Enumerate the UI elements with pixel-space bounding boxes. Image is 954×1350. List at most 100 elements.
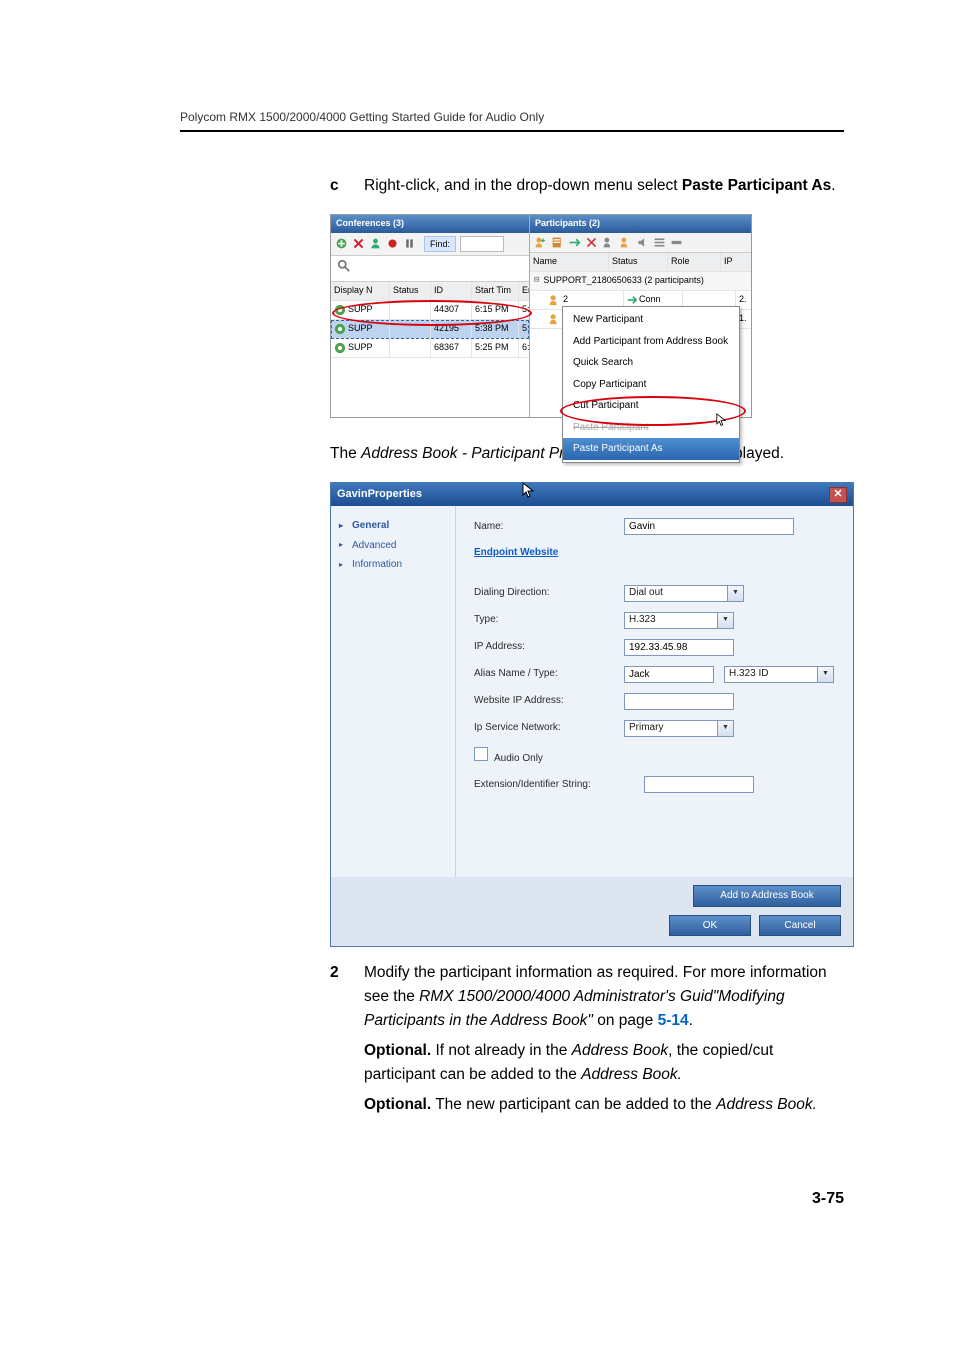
cancel-button[interactable]: Cancel: [759, 915, 841, 937]
menu-item-new-participant[interactable]: New Participant: [563, 309, 739, 331]
ok-button[interactable]: OK: [669, 915, 751, 937]
part-grid-header: Name Status Role IP: [530, 253, 751, 272]
col-status[interactable]: Status: [609, 253, 668, 271]
mute-icon[interactable]: [602, 236, 615, 249]
nav-item-general[interactable]: ▸General: [339, 516, 447, 536]
conference-row[interactable]: SUPP443076:15 PM5:55 PM: [331, 301, 529, 320]
conferences-subtoolbar: [331, 256, 529, 282]
service-network-value: Primary: [625, 720, 717, 736]
opt2-a: The new participant can be added to the: [431, 1096, 716, 1113]
conference-icon: [334, 342, 346, 354]
dialog-form: Name: Endpoint Website Dialing Direction…: [456, 506, 853, 877]
type-select[interactable]: H.323 ▼: [624, 612, 734, 629]
extension-input[interactable]: [644, 776, 754, 793]
chevron-down-icon[interactable]: ▼: [717, 721, 733, 736]
add-to-address-book-button[interactable]: Add to Address Book: [693, 885, 841, 907]
opt1-it: Address Book: [572, 1042, 669, 1059]
step-c-text: Right-click, and in the drop-down menu s…: [364, 174, 836, 198]
s2it: RMX 1500/2000/4000 Administrator's Guid"…: [364, 988, 785, 1029]
magnifier-icon[interactable]: [337, 259, 351, 273]
menu-item-paste-participant-as[interactable]: Paste Participant As: [563, 438, 739, 460]
conf-status: [390, 301, 431, 319]
s2c: .: [689, 1012, 693, 1029]
nav-item-advanced[interactable]: ▸Advanced: [339, 536, 447, 556]
tree-minus-icon[interactable]: ⊟: [534, 274, 539, 288]
volume-icon[interactable]: [636, 236, 649, 249]
conf-name: SUPP: [348, 303, 373, 317]
step-2-marker: 2: [330, 961, 344, 1033]
name-input[interactable]: [624, 518, 794, 535]
conference-icon: [334, 304, 346, 316]
add-from-book-icon[interactable]: [551, 236, 564, 249]
list-icon[interactable]: [653, 236, 666, 249]
dialog-title-text: GavinProperties: [337, 486, 422, 503]
chevron-right-icon: ▸: [339, 520, 347, 532]
col-ip[interactable]: IP: [721, 253, 751, 271]
service-network-select[interactable]: Primary ▼: [624, 720, 734, 737]
conf-id: 68367: [431, 339, 472, 357]
alias-name-input[interactable]: [624, 666, 714, 683]
nav-item-information[interactable]: ▸Information: [339, 555, 447, 575]
alias-type-select[interactable]: H.323 ID ▼: [724, 666, 834, 683]
conference-row[interactable]: SUPP683675:25 PM6:25 PM: [331, 339, 529, 358]
col-start-time[interactable]: Start Tim: [472, 282, 519, 300]
participant-icon: [548, 313, 560, 325]
participant-icon[interactable]: [369, 237, 382, 250]
col-id[interactable]: ID: [431, 282, 472, 300]
close-icon[interactable]: ✕: [829, 487, 847, 503]
menu-item-copy-participant[interactable]: Copy Participant: [563, 374, 739, 396]
context-menu[interactable]: New ParticipantAdd Participant from Addr…: [562, 306, 740, 463]
new-part-icon[interactable]: [534, 236, 547, 249]
col-name[interactable]: Name: [530, 253, 609, 271]
chevron-down-icon[interactable]: ▼: [717, 613, 733, 628]
step-c-text-a: Right-click, and in the drop-down menu s…: [364, 177, 682, 194]
audio-only-checkbox[interactable]: [474, 747, 488, 761]
new-conf-icon[interactable]: [335, 237, 348, 250]
record-icon[interactable]: [386, 237, 399, 250]
chevron-down-icon[interactable]: ▼: [817, 667, 833, 682]
step-2: 2 Modify the participant information as …: [330, 961, 844, 1033]
dialing-direction-label: Dialing Direction:: [474, 585, 624, 601]
figure-conferences-participants: Conferences (3) Find: Display: [330, 214, 752, 418]
find-input[interactable]: [460, 236, 504, 252]
opt1-bold: Optional.: [364, 1042, 431, 1059]
part-name: 2: [563, 293, 568, 307]
participants-toolbar: [530, 233, 751, 253]
conf-end: 6:25 PM: [519, 339, 529, 357]
caption-a: The: [330, 445, 361, 462]
hold-icon[interactable]: [403, 237, 416, 250]
menu-item-quick-search[interactable]: Quick Search: [563, 352, 739, 374]
col-end-time[interactable]: End Tim: [519, 282, 529, 300]
running-head: Polycom RMX 1500/2000/4000 Getting Start…: [180, 110, 844, 124]
ip-address-input[interactable]: [624, 639, 734, 656]
connect-icon[interactable]: [568, 236, 581, 249]
dialog-titlebar: GavinProperties ✕: [331, 483, 853, 506]
s2b: on page: [593, 1012, 658, 1029]
website-ip-input[interactable]: [624, 693, 734, 710]
page-link-5-14[interactable]: 5-14: [658, 1012, 689, 1029]
disconnect-icon[interactable]: [585, 236, 598, 249]
dialing-direction-select[interactable]: Dial out ▼: [624, 585, 744, 602]
type-value: H.323: [625, 612, 717, 628]
dialog-nav: ▸General▸Advanced▸Information: [331, 506, 456, 877]
opt2-bold: Optional.: [364, 1096, 431, 1113]
conf-end: 5:58 PM: [519, 320, 529, 338]
conf-name: SUPP: [348, 341, 373, 355]
col-role[interactable]: Role: [668, 253, 721, 271]
more-icon[interactable]: [670, 236, 683, 249]
participant-group-row[interactable]: ⊟ SUPPORT_2180650633 (2 participants): [530, 272, 751, 291]
menu-item-add-participant-from-address-book[interactable]: Add Participant from Address Book: [563, 331, 739, 353]
conf-status: [390, 339, 431, 357]
figure-properties-dialog: GavinProperties ✕ ▸General▸Advanced▸Info…: [330, 482, 854, 947]
conference-row[interactable]: SUPP421955:38 PM5:58 PM: [331, 320, 529, 339]
chevron-right-icon: ▸: [339, 539, 347, 551]
col-display-name[interactable]: Display N: [331, 282, 390, 300]
delete-conf-icon[interactable]: [352, 237, 365, 250]
type-label: Type:: [474, 612, 624, 628]
col-status[interactable]: Status: [390, 282, 431, 300]
endpoint-website-link[interactable]: Endpoint Website: [474, 545, 624, 561]
unmute-icon[interactable]: [619, 236, 632, 249]
chevron-down-icon[interactable]: ▼: [727, 586, 743, 601]
menu-item-cut-participant[interactable]: Cut Participant: [563, 395, 739, 417]
step-2-text: Modify the participant information as re…: [364, 961, 844, 1033]
